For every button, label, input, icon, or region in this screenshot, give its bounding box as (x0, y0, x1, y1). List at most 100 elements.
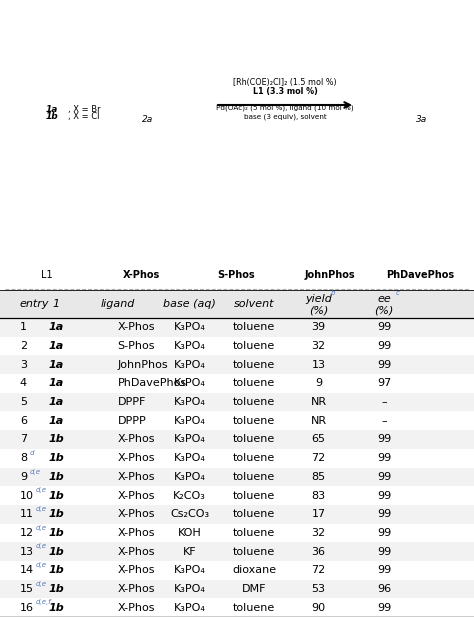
Text: DPPP: DPPP (118, 416, 146, 426)
Text: 1b: 1b (48, 603, 64, 613)
Text: 1b: 1b (48, 547, 64, 557)
Text: K₃PO₄: K₃PO₄ (173, 472, 206, 482)
Text: S-Phos: S-Phos (217, 270, 255, 280)
Text: 83: 83 (311, 491, 326, 500)
Text: X-Phos: X-Phos (118, 584, 155, 594)
Text: d,e: d,e (36, 581, 47, 587)
Text: K₃PO₄: K₃PO₄ (173, 360, 206, 370)
Text: 96: 96 (377, 584, 391, 594)
Text: L1 (3.3 mol %): L1 (3.3 mol %) (253, 87, 318, 96)
Text: 72: 72 (311, 453, 326, 463)
Text: –: – (381, 397, 387, 407)
Text: 99: 99 (377, 341, 391, 351)
Text: 11: 11 (20, 509, 34, 520)
FancyBboxPatch shape (0, 524, 474, 542)
Text: toluene: toluene (233, 453, 275, 463)
Text: (%): (%) (309, 305, 328, 315)
Text: 1a: 1a (48, 378, 64, 389)
Text: K₃PO₄: K₃PO₄ (173, 322, 206, 333)
Text: X-Phos: X-Phos (118, 453, 155, 463)
Text: base (aq): base (aq) (163, 299, 216, 309)
Text: 16: 16 (20, 603, 34, 613)
Text: toluene: toluene (233, 491, 275, 500)
Text: d: d (30, 450, 34, 456)
Text: 1: 1 (52, 299, 60, 309)
Text: L1: L1 (41, 270, 53, 280)
Text: 99: 99 (377, 322, 391, 333)
Text: 1a: 1a (48, 322, 64, 333)
Text: X-Phos: X-Phos (118, 547, 155, 557)
FancyBboxPatch shape (0, 355, 474, 374)
Text: b: b (330, 290, 335, 296)
Text: entry: entry (20, 299, 49, 309)
Text: 1b: 1b (48, 509, 64, 520)
Text: NR: NR (310, 416, 327, 426)
Text: 1b: 1b (48, 565, 64, 575)
Text: dioxane: dioxane (232, 565, 276, 575)
Text: 1a: 1a (48, 416, 64, 426)
Text: 1a: 1a (48, 341, 64, 351)
Text: K₃PO₄: K₃PO₄ (173, 603, 206, 613)
Text: K₃PO₄: K₃PO₄ (173, 378, 206, 389)
FancyBboxPatch shape (0, 374, 474, 393)
Text: KF: KF (183, 547, 196, 557)
Text: X-Phos: X-Phos (118, 322, 155, 333)
Text: K₃PO₄: K₃PO₄ (173, 565, 206, 575)
Text: 4: 4 (20, 378, 27, 389)
FancyBboxPatch shape (0, 449, 474, 468)
Text: K₂CO₃: K₂CO₃ (173, 491, 206, 500)
Text: X-Phos: X-Phos (118, 565, 155, 575)
Text: 13: 13 (311, 360, 326, 370)
Text: , X = Br: , X = Br (68, 105, 100, 114)
FancyBboxPatch shape (0, 430, 474, 449)
Text: JohnPhos: JohnPhos (118, 360, 168, 370)
Text: solvent: solvent (234, 299, 274, 309)
FancyBboxPatch shape (0, 412, 474, 430)
Text: 53: 53 (311, 584, 326, 594)
Text: 1b: 1b (48, 491, 64, 500)
Text: toluene: toluene (233, 528, 275, 538)
Text: 1b: 1b (46, 112, 58, 121)
Text: 12: 12 (20, 528, 34, 538)
FancyBboxPatch shape (0, 393, 474, 412)
Text: 8: 8 (20, 453, 27, 463)
Text: 99: 99 (377, 528, 391, 538)
Text: 99: 99 (377, 491, 391, 500)
Text: 1: 1 (20, 322, 27, 333)
Text: base (3 equiv), solvent: base (3 equiv), solvent (244, 114, 327, 120)
Text: , X = Cl: , X = Cl (68, 112, 100, 121)
Text: DMF: DMF (242, 584, 266, 594)
Text: 97: 97 (377, 378, 391, 389)
Text: 3: 3 (20, 360, 27, 370)
Text: 36: 36 (311, 547, 326, 557)
Text: K₃PO₄: K₃PO₄ (173, 416, 206, 426)
Text: NR: NR (310, 397, 327, 407)
Text: 39: 39 (311, 322, 326, 333)
Text: 13: 13 (20, 547, 34, 557)
Text: K₃PO₄: K₃PO₄ (173, 397, 206, 407)
Text: 99: 99 (377, 453, 391, 463)
Text: c: c (396, 290, 400, 296)
Text: d,e: d,e (36, 524, 47, 531)
Text: 15: 15 (20, 584, 34, 594)
FancyBboxPatch shape (0, 542, 474, 561)
Text: 99: 99 (377, 603, 391, 613)
Text: 85: 85 (311, 472, 326, 482)
Text: 90: 90 (311, 603, 326, 613)
Text: 1b: 1b (48, 584, 64, 594)
Text: 1a: 1a (48, 360, 64, 370)
Text: K₃PO₄: K₃PO₄ (173, 584, 206, 594)
Text: toluene: toluene (233, 416, 275, 426)
Text: 72: 72 (311, 565, 326, 575)
Text: 99: 99 (377, 565, 391, 575)
Text: X-Phos: X-Phos (118, 472, 155, 482)
Text: 1b: 1b (48, 472, 64, 482)
Text: d,e,f: d,e,f (36, 600, 52, 605)
Text: X-Phos: X-Phos (118, 509, 155, 520)
FancyBboxPatch shape (0, 486, 474, 505)
Text: –: – (381, 416, 387, 426)
Text: toluene: toluene (233, 434, 275, 444)
Text: 1b: 1b (48, 434, 64, 444)
Text: 99: 99 (377, 509, 391, 520)
Text: Cs₂CO₃: Cs₂CO₃ (170, 509, 209, 520)
